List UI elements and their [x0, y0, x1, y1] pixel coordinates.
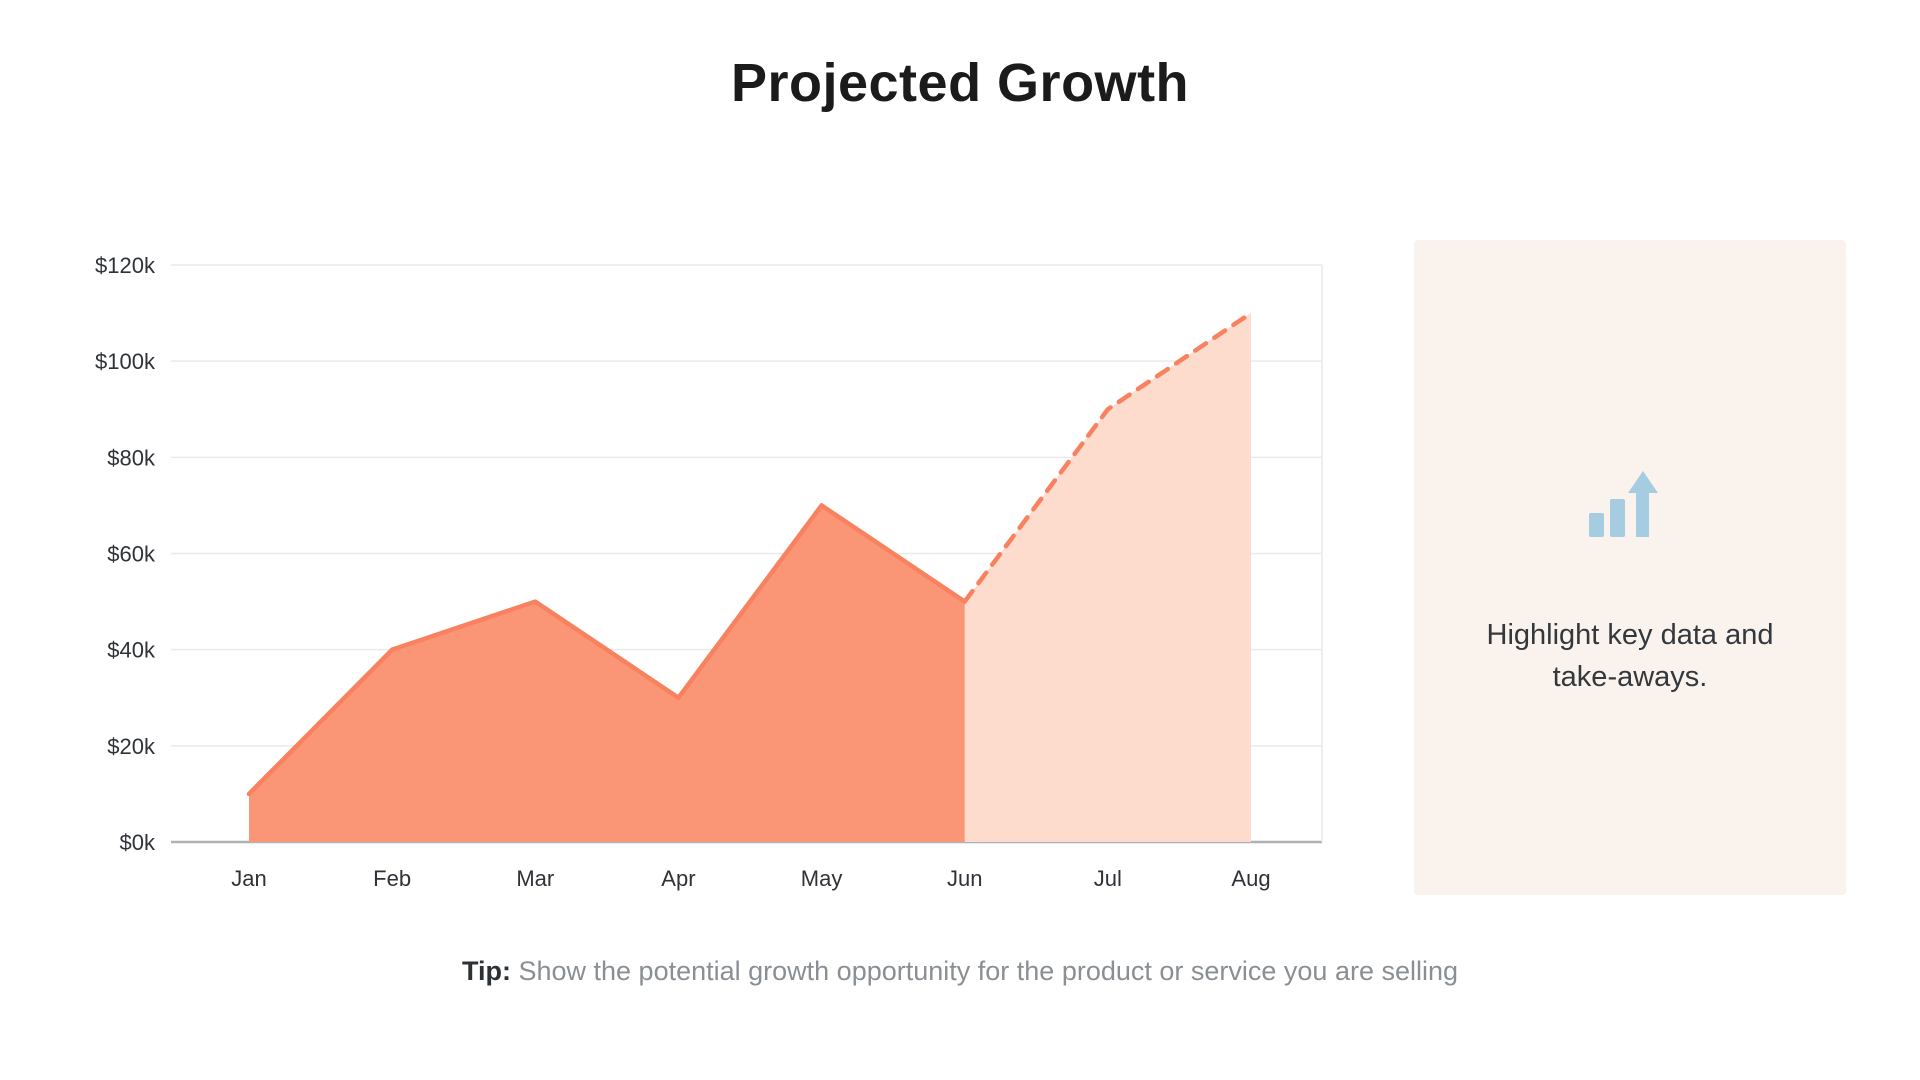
y-axis-label: $20k	[107, 734, 156, 759]
y-axis-label: $100k	[95, 349, 156, 374]
x-axis-label: Jul	[1094, 866, 1122, 891]
x-axis-label: Aug	[1231, 866, 1270, 891]
actual-area	[249, 505, 965, 842]
x-axis-label: Mar	[516, 866, 554, 891]
callout-panel: Highlight key data and take-aways.	[1414, 240, 1846, 895]
panel-text: Highlight key data and take-aways.	[1486, 619, 1774, 693]
y-axis-label: $120k	[95, 253, 156, 278]
x-axis-label: May	[801, 866, 843, 891]
y-axis-label: $40k	[107, 638, 156, 663]
bar-chart-up-arrow-icon	[1589, 471, 1658, 538]
x-axis-label: Apr	[661, 866, 695, 891]
projected-area	[964, 313, 1251, 842]
tip-text: Show the potential growth opportunity fo…	[518, 956, 1459, 986]
y-axis-label: $0k	[120, 830, 156, 855]
projected-line	[962, 310, 1254, 604]
x-axis-label: Jan	[231, 866, 266, 891]
tip-label: Tip:	[461, 956, 511, 986]
y-axis-label: $60k	[107, 542, 156, 567]
x-axis-label: Feb	[373, 866, 411, 891]
page-title: Projected Growth	[730, 53, 1190, 113]
y-axis-label: $80k	[107, 445, 156, 470]
x-axis-label: Jun	[947, 866, 982, 891]
tip-line: Tip: Show the potential growth opportuni…	[0, 956, 1920, 987]
actual-line	[246, 503, 967, 797]
